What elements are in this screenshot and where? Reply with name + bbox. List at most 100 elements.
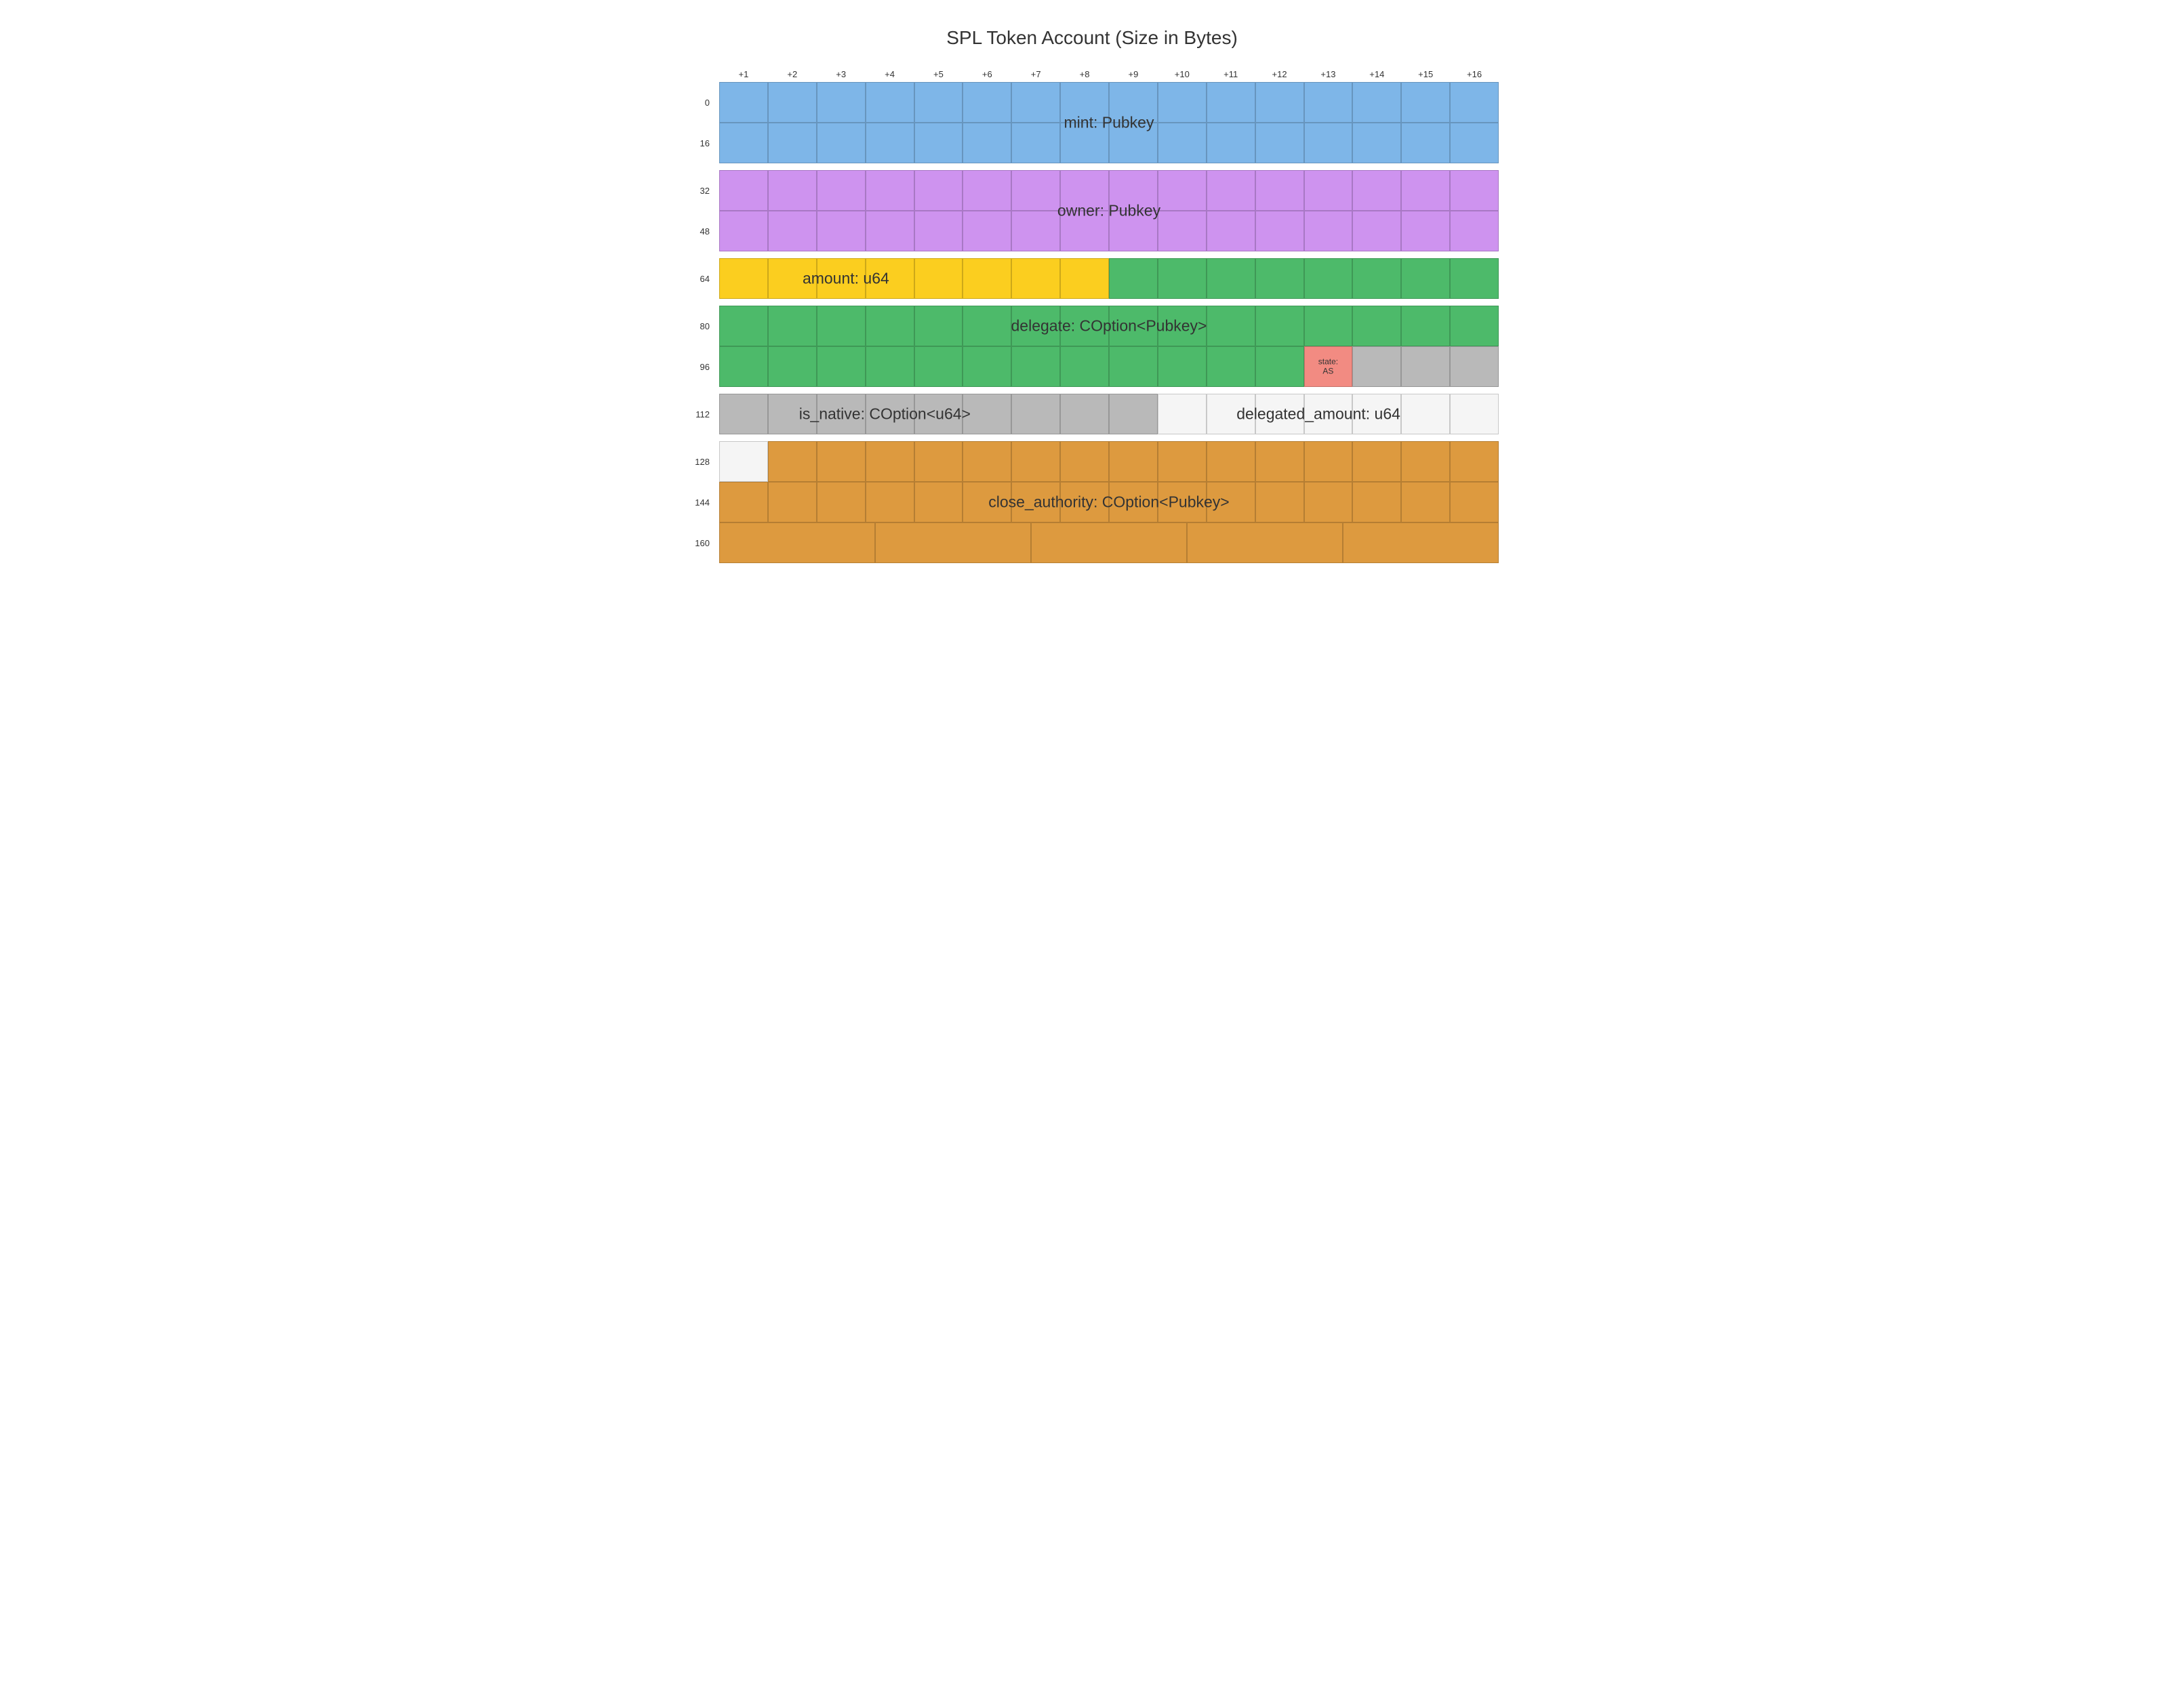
row-label: 80 xyxy=(685,321,719,331)
row-label: 64 xyxy=(685,274,719,284)
byte-cell xyxy=(1060,258,1109,299)
byte-cell xyxy=(1255,82,1304,123)
byte-cell xyxy=(1255,346,1304,387)
byte-cell xyxy=(1207,170,1255,211)
byte-cell xyxy=(1304,306,1353,346)
byte-cell xyxy=(1352,170,1401,211)
grid-row: 80 xyxy=(685,306,1499,346)
byte-cell xyxy=(1207,482,1255,522)
byte-cell xyxy=(817,211,866,251)
grid-row: 144 xyxy=(685,482,1499,522)
byte-cell xyxy=(1352,82,1401,123)
byte-cell xyxy=(1401,346,1450,387)
byte-cell xyxy=(768,482,817,522)
col-header: +2 xyxy=(768,69,817,79)
byte-cell xyxy=(817,306,866,346)
byte-cell xyxy=(1158,123,1207,163)
row-label: 96 xyxy=(685,362,719,372)
byte-cell xyxy=(1158,82,1207,123)
byte-cell xyxy=(1109,82,1158,123)
byte-cell xyxy=(768,170,817,211)
byte-cell xyxy=(1207,211,1255,251)
row-label: 16 xyxy=(685,138,719,148)
grid-row: 128 xyxy=(685,441,1499,482)
byte-cell xyxy=(1011,346,1060,387)
byte-cell xyxy=(914,258,963,299)
byte-cell xyxy=(817,123,866,163)
byte-cell xyxy=(1060,123,1109,163)
byte-cell xyxy=(1060,482,1109,522)
byte-cell xyxy=(1343,522,1499,563)
byte-cell xyxy=(1060,441,1109,482)
byte-cell xyxy=(1255,441,1304,482)
byte-cell xyxy=(1207,441,1255,482)
byte-cell xyxy=(914,82,963,123)
byte-cell xyxy=(817,441,866,482)
row-label: 144 xyxy=(685,497,719,508)
byte-cell xyxy=(1011,170,1060,211)
byte-cell xyxy=(719,522,875,563)
row-cells xyxy=(719,306,1499,346)
col-header: +10 xyxy=(1158,69,1207,79)
byte-cell xyxy=(963,170,1011,211)
byte-cell xyxy=(1304,394,1353,434)
row-label: 128 xyxy=(685,457,719,467)
byte-cell xyxy=(1187,522,1343,563)
byte-cell xyxy=(768,211,817,251)
byte-cell xyxy=(866,211,914,251)
byte-cell xyxy=(719,170,768,211)
byte-cell xyxy=(1304,482,1353,522)
byte-cell xyxy=(866,123,914,163)
byte-cell xyxy=(1352,482,1401,522)
byte-cell xyxy=(768,306,817,346)
row-cells xyxy=(719,482,1499,522)
byte-cell xyxy=(963,306,1011,346)
row-cells xyxy=(719,394,1499,434)
row-gap xyxy=(685,251,1499,258)
byte-cell xyxy=(817,482,866,522)
byte-cell xyxy=(963,441,1011,482)
byte-cell xyxy=(1304,123,1353,163)
byte-cell xyxy=(1060,346,1109,387)
byte-cell xyxy=(914,482,963,522)
byte-cell xyxy=(1304,346,1353,387)
byte-cell xyxy=(1060,394,1109,434)
byte-cell xyxy=(1207,82,1255,123)
byte-cell xyxy=(817,82,866,123)
byte-cell xyxy=(719,394,768,434)
byte-cell xyxy=(1011,123,1060,163)
byte-cell xyxy=(768,82,817,123)
byte-cell xyxy=(1255,482,1304,522)
byte-cell xyxy=(1109,211,1158,251)
row-gap xyxy=(685,387,1499,394)
col-header: +5 xyxy=(914,69,963,79)
byte-cell xyxy=(1401,441,1450,482)
grid-row: 32 xyxy=(685,170,1499,211)
byte-cell xyxy=(1450,394,1499,434)
byte-cell xyxy=(1304,258,1353,299)
byte-cell xyxy=(1011,441,1060,482)
row-gap xyxy=(685,434,1499,441)
byte-cell xyxy=(817,394,866,434)
byte-cell xyxy=(1109,258,1158,299)
byte-cell xyxy=(1255,306,1304,346)
byte-cell xyxy=(1011,82,1060,123)
row-cells xyxy=(719,211,1499,251)
byte-cell xyxy=(1109,441,1158,482)
byte-cell xyxy=(1450,258,1499,299)
col-header: +15 xyxy=(1401,69,1450,79)
byte-cell xyxy=(1304,170,1353,211)
grid-row: 96 xyxy=(685,346,1499,387)
grid-row: 64 xyxy=(685,258,1499,299)
col-header: +4 xyxy=(866,69,914,79)
column-headers: +1+2+3+4+5+6+7+8+9+10+11+12+13+14+15+16 xyxy=(719,69,1499,79)
byte-cell xyxy=(963,394,1011,434)
byte-cell xyxy=(866,170,914,211)
byte-cell xyxy=(1255,123,1304,163)
byte-cell xyxy=(719,441,768,482)
col-header: +3 xyxy=(817,69,866,79)
byte-cell xyxy=(1158,346,1207,387)
row-cells xyxy=(719,82,1499,123)
byte-cell xyxy=(866,441,914,482)
byte-cell xyxy=(768,123,817,163)
